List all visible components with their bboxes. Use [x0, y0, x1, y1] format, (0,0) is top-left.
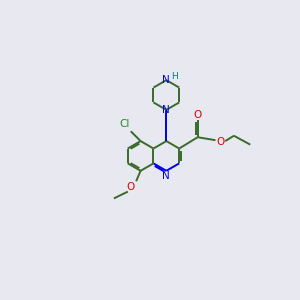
Text: Cl: Cl	[120, 119, 130, 129]
Text: O: O	[194, 110, 202, 120]
Text: O: O	[217, 137, 225, 147]
Text: N: N	[163, 105, 170, 115]
Text: N: N	[163, 171, 170, 181]
Text: O: O	[126, 182, 134, 192]
Text: N: N	[163, 75, 170, 85]
Text: H: H	[171, 72, 178, 81]
